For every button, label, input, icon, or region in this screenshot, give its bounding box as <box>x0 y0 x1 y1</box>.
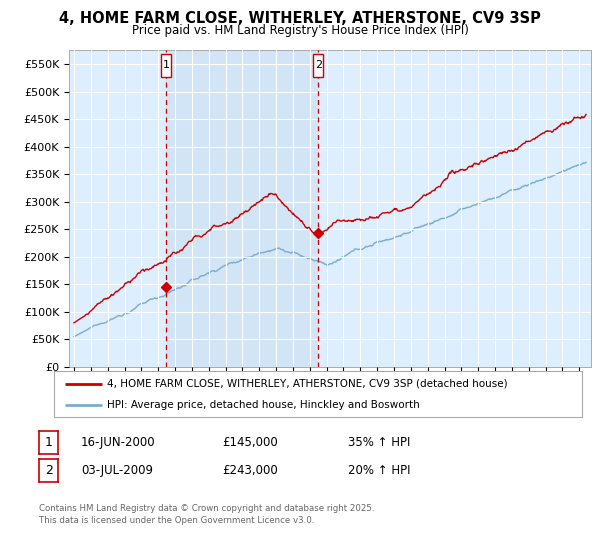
Text: 20% ↑ HPI: 20% ↑ HPI <box>348 464 410 477</box>
Text: 2: 2 <box>314 60 322 71</box>
Text: 35% ↑ HPI: 35% ↑ HPI <box>348 436 410 449</box>
Text: 03-JUL-2009: 03-JUL-2009 <box>81 464 153 477</box>
Bar <box>313 54 323 77</box>
Text: 4, HOME FARM CLOSE, WITHERLEY, ATHERSTONE, CV9 3SP: 4, HOME FARM CLOSE, WITHERLEY, ATHERSTON… <box>59 11 541 26</box>
Text: 16-JUN-2000: 16-JUN-2000 <box>81 436 155 449</box>
Text: Contains HM Land Registry data © Crown copyright and database right 2025.
This d: Contains HM Land Registry data © Crown c… <box>39 504 374 525</box>
Text: Price paid vs. HM Land Registry's House Price Index (HPI): Price paid vs. HM Land Registry's House … <box>131 24 469 36</box>
Text: 4, HOME FARM CLOSE, WITHERLEY, ATHERSTONE, CV9 3SP (detached house): 4, HOME FARM CLOSE, WITHERLEY, ATHERSTON… <box>107 379 508 389</box>
Text: HPI: Average price, detached house, Hinckley and Bosworth: HPI: Average price, detached house, Hinc… <box>107 400 419 410</box>
Text: £145,000: £145,000 <box>222 436 278 449</box>
Text: 1: 1 <box>163 60 169 71</box>
Bar <box>161 54 171 77</box>
Text: 2: 2 <box>44 464 53 477</box>
Text: 1: 1 <box>44 436 53 449</box>
Bar <box>166 50 318 367</box>
Text: £243,000: £243,000 <box>222 464 278 477</box>
